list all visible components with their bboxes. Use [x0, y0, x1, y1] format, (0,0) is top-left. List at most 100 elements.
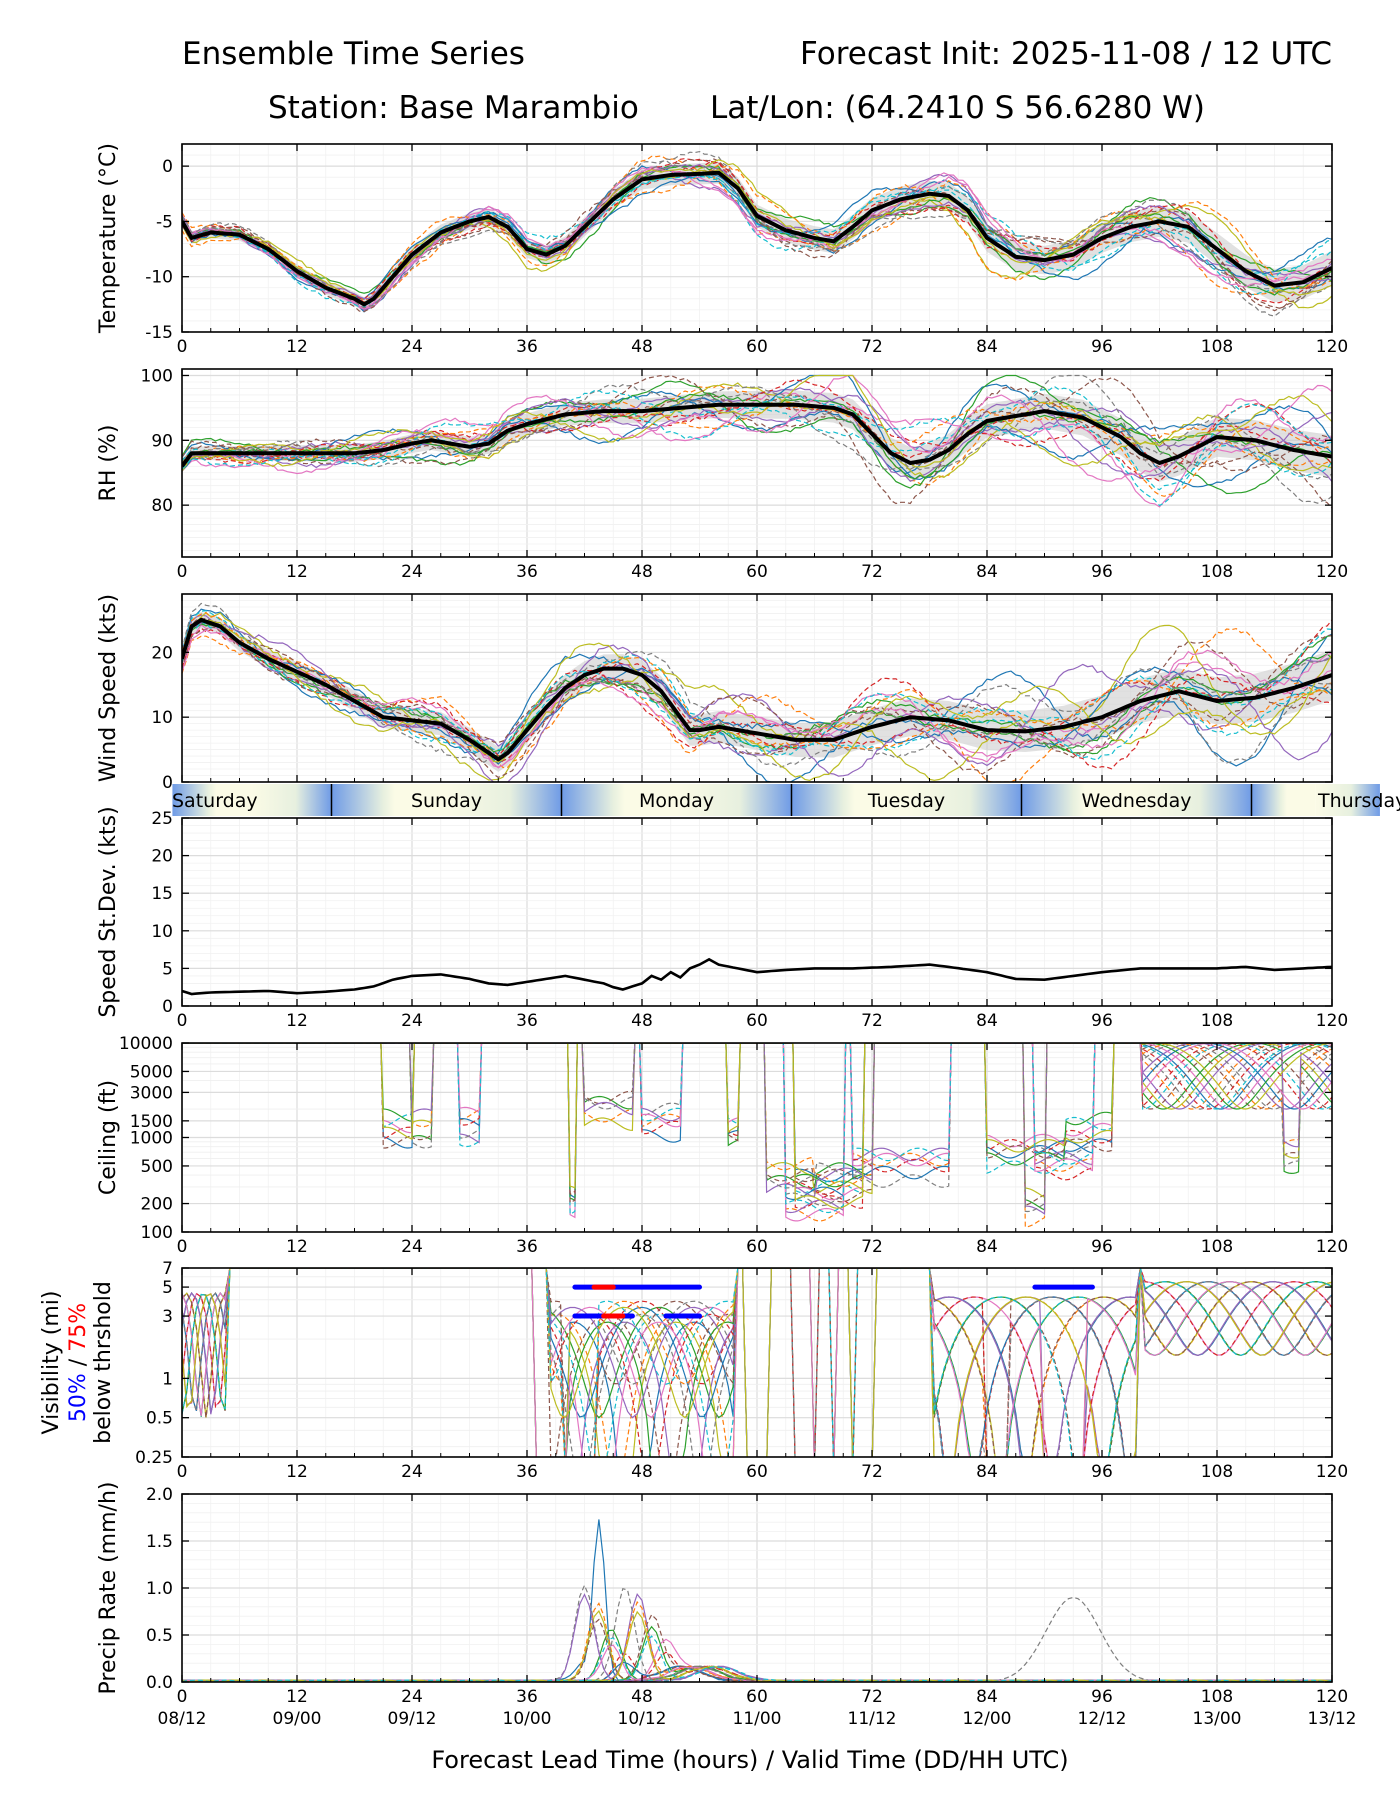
vis-xtick-label: 84: [976, 1462, 998, 1482]
precip-grid: [182, 1494, 1332, 1682]
ceiling-xtick-label: 72: [861, 1237, 883, 1257]
vis-ylabel-2: below thrshold: [91, 1281, 116, 1444]
ceiling-ytick-label: 1000: [130, 1129, 173, 1149]
wind-ensemble-mean: [182, 617, 1332, 762]
valid-time-label: 12/12: [1078, 1709, 1127, 1729]
ceiling-xtick-label: 108: [1201, 1237, 1233, 1257]
day-label: Saturday: [172, 790, 258, 812]
day-label: Monday: [639, 790, 714, 812]
temp-xtick-label: 12: [286, 337, 308, 357]
forecast-init: Forecast Init: 2025-11-08 / 12 UTC: [800, 36, 1332, 72]
x-axis-label: Forecast Lead Time (hours) / Valid Time …: [431, 1746, 1068, 1774]
rh-member-19: [182, 374, 1332, 472]
temp-xtick-label: 48: [631, 337, 653, 357]
wind-series: [182, 602, 1332, 782]
vis-xtick-label: 120: [1316, 1462, 1348, 1482]
lat-lon: Lat/Lon: (64.2410 S 56.6280 W): [710, 90, 1205, 126]
temp-ytick-label: -5: [156, 212, 173, 232]
vis-ytick-label: 3: [162, 1307, 173, 1327]
temp-xtick-label: 84: [976, 337, 998, 357]
day-band-segment: [172, 784, 252, 816]
vis-panel: 75 3 1 0.5 0.250 12 24 36 48 60 72 84 96 108 120 Visibi…: [39, 1259, 1348, 1482]
wind-member-12: [182, 611, 1332, 762]
day-band-segment: [251, 784, 332, 816]
temp-ensemble-mean: [182, 170, 1332, 307]
wind-member-9: [182, 612, 1332, 781]
valid-time-label: 11/00: [733, 1709, 782, 1729]
sdev-xtick-label: 84: [976, 1011, 998, 1031]
sdev-ytick-label: 25: [151, 809, 173, 829]
temp-xtick-label: 108: [1201, 337, 1233, 357]
rh-xtick-label: 36: [516, 562, 538, 582]
temp-panel: 0-5-10-150 12 24 36 48 60 72 84 96 108 120Temperat…: [96, 143, 1348, 357]
day-label: Tuesday: [867, 790, 945, 812]
day-label: Thursday: [1317, 790, 1400, 812]
temp-xtick-label: 120: [1316, 337, 1348, 357]
day-band-segment: [906, 784, 1022, 816]
ceiling-grid: [182, 1043, 1332, 1232]
wind-panel: 0 10 20 Wind Speed (kts): [96, 593, 1333, 793]
wind-member-17: [182, 629, 1332, 769]
valid-time-label: 13/00: [1193, 1709, 1242, 1729]
temp-spread-band: [182, 161, 1332, 312]
sdev-xtick-label: 120: [1316, 1011, 1348, 1031]
ceiling-ytick-label: 5000: [130, 1062, 173, 1082]
precip-xtick-label: 12: [286, 1687, 308, 1707]
sdev-ytick-label: 15: [151, 884, 173, 904]
precip-xtick-label: 60: [746, 1687, 768, 1707]
rh-xtick-label: 24: [401, 562, 423, 582]
valid-time-label: 12/00: [963, 1709, 1012, 1729]
sdev-xtick-label: 108: [1201, 1011, 1233, 1031]
rh-xtick-label: 60: [746, 562, 768, 582]
rh-series: [182, 374, 1332, 509]
day-band-segment: [1136, 784, 1252, 816]
rh-xtick-label: 120: [1316, 562, 1348, 582]
ceiling-xtick-label: 120: [1316, 1237, 1348, 1257]
rh-xtick-label: 84: [976, 562, 998, 582]
sdev-xtick-label: 48: [631, 1011, 653, 1031]
chart-title: Ensemble Time Series: [182, 36, 525, 72]
precip-xtick-label: 36: [516, 1687, 538, 1707]
ceiling-ytick-label: 3000: [130, 1083, 173, 1103]
wind-ylabel: Wind Speed (kts): [96, 594, 121, 782]
temp-member-16: [182, 168, 1332, 313]
vis-ytick-label: 7: [162, 1259, 173, 1279]
ceiling-xtick-label: 84: [976, 1237, 998, 1257]
wind-member-1: [182, 608, 1332, 782]
vis-ylabel: Visibility (mi): [39, 1291, 64, 1435]
precip-xtick-label: 96: [1091, 1687, 1113, 1707]
vis-75-label: 75%: [66, 1303, 91, 1352]
wind-ytick-label: 10: [151, 708, 173, 728]
ceiling-ytick-label: 100: [141, 1223, 173, 1243]
temp-ytick-label: -15: [145, 323, 173, 343]
rh-xtick-label: 108: [1201, 562, 1233, 582]
temp-member-5: [182, 172, 1332, 311]
day-band-segment: [1315, 784, 1380, 816]
day-label: Wednesday: [1081, 790, 1191, 812]
valid-time-label: 08/12: [158, 1709, 207, 1729]
valid-time-label: 10/12: [618, 1709, 667, 1729]
sdev-series: [182, 957, 1332, 996]
wind-member-5: [182, 614, 1332, 756]
ceiling-xtick-label: 96: [1091, 1237, 1113, 1257]
ceiling-ytick-label: 1500: [130, 1112, 173, 1132]
day-band-segment: [561, 784, 677, 816]
panels: 0-5-10-150 12 24 36 48 60 72 84 96 108 120Temperat…: [39, 143, 1357, 1729]
rh-member-9: [182, 382, 1332, 480]
precip-ytick-label: 2.0: [146, 1485, 173, 1505]
sdev-panel: 0 5 10 15 20 25 0 12 24 36 48 60 72 84 96 108 120 Speed S…: [96, 806, 1348, 1031]
day-band-segment: [446, 784, 562, 816]
rh-member-12: [182, 401, 1332, 497]
day-band-segment: [331, 784, 447, 816]
temp-ylabel: Temperature (°C): [96, 143, 121, 334]
valid-time-label: 13/12: [1308, 1709, 1357, 1729]
precip-ytick-label: 1.5: [146, 1532, 173, 1552]
rh-member-17: [182, 374, 1332, 482]
temp-ytick-label: -10: [145, 268, 173, 288]
vis-xtick-label: 108: [1201, 1462, 1233, 1482]
sdev-xtick-label: 60: [746, 1011, 768, 1031]
precip-ytick-label: 0.0: [146, 1673, 173, 1693]
ceiling-ytick-label: 500: [141, 1157, 173, 1177]
ceiling-xtick-label: 24: [401, 1237, 423, 1257]
